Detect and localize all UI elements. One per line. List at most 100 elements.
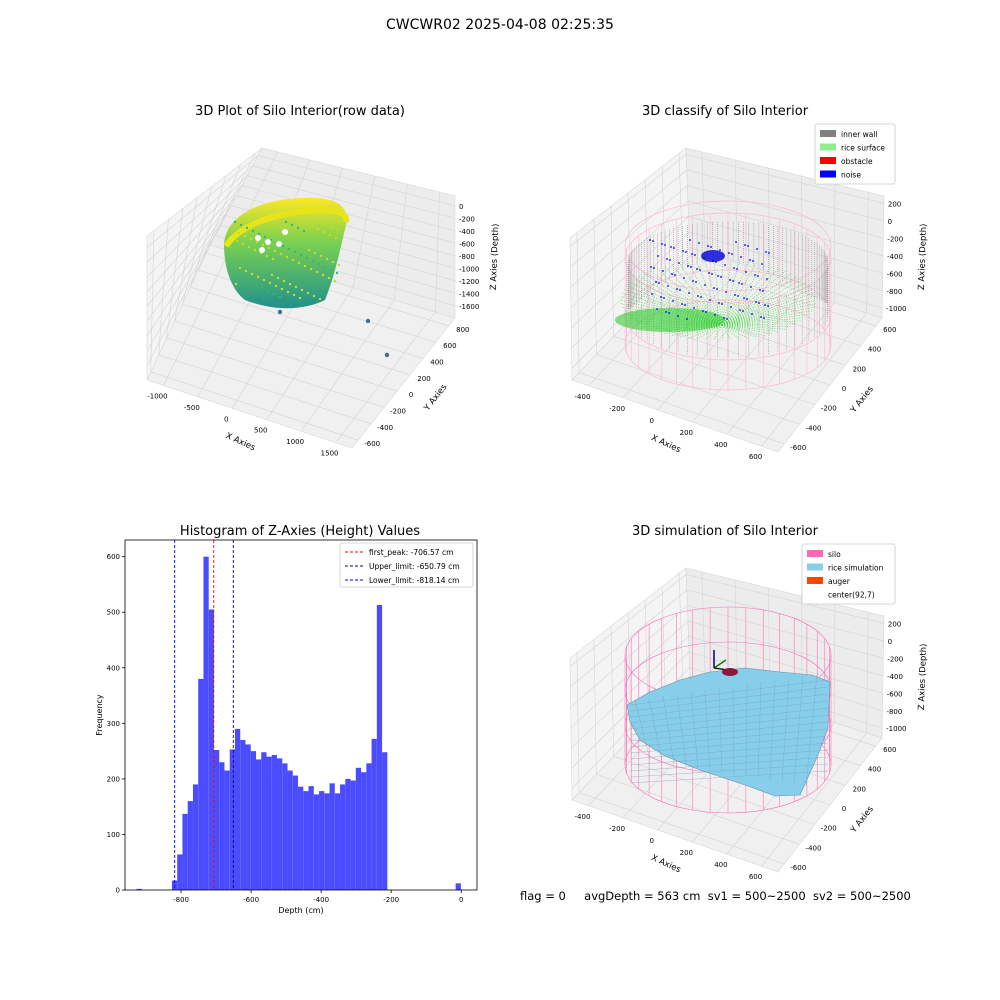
z-gridline-left (146, 235, 216, 366)
noise-point (738, 282, 740, 284)
raw-hole (255, 235, 261, 241)
y-gridline-wall (593, 639, 597, 775)
legend-entry: Lower_limit: -818.14 cm (369, 576, 459, 585)
plot-frame (124, 539, 478, 891)
histogram-bar (382, 752, 388, 890)
noise-point (717, 275, 719, 277)
x-tick-label: -400 (313, 896, 329, 904)
raw-point (290, 223, 294, 227)
y-gridline-wall (198, 164, 241, 271)
noise-point (742, 310, 744, 312)
noise-point (752, 260, 754, 262)
noise-point (763, 317, 765, 319)
z-gridline (686, 574, 884, 624)
raw-point (333, 279, 337, 283)
raw-point (313, 251, 317, 255)
raw-point (324, 222, 328, 226)
raw-point (291, 258, 295, 262)
noise-point (678, 262, 680, 264)
z-axis-label: Z Axies (Depth) (917, 223, 929, 290)
raw-point (260, 286, 264, 290)
x-tick-label: -500 (184, 404, 200, 412)
x-gridline-wall (435, 192, 440, 313)
z-tick-label: -200 (459, 215, 475, 223)
mesh-line (629, 707, 829, 730)
x-gridline (163, 250, 230, 386)
raw-point (336, 228, 340, 232)
panel3-title: Histogram of Z-Axies (Height) Values (179, 524, 421, 539)
noise-point (732, 280, 734, 282)
y-gridline-wall (610, 626, 614, 757)
y-gridline (613, 755, 815, 825)
noise-point (720, 276, 722, 278)
noise-point (658, 282, 660, 284)
raw-point (243, 234, 247, 238)
histogram-legend: first_peak: -706.57 cm Upper_limit: -650.… (339, 542, 474, 588)
noise-point (673, 247, 675, 249)
y-axis-label: Y Axies (848, 804, 876, 836)
x-axis-label: X Axies (650, 853, 683, 876)
z-tick-label: 0 (888, 218, 892, 226)
y-gridline-wall (610, 206, 614, 337)
mesh-line (629, 770, 829, 784)
axes-box: -1000 -500 0 500 1000 1500 -600 -400 -200 0 200 400… (146, 147, 500, 458)
histogram-bar (250, 751, 256, 890)
z-gridline (252, 165, 456, 219)
x-tick-label: 1000 (286, 438, 304, 446)
raw-point (248, 280, 252, 284)
z-gridline-left (569, 574, 687, 667)
noise-point (656, 308, 658, 310)
noise-point (760, 316, 762, 318)
z-gridline (257, 155, 456, 207)
y-tick-label: 200 (417, 375, 430, 383)
x-tick-label: -400 (575, 393, 591, 401)
noise-point (761, 263, 763, 265)
raw-point (296, 226, 300, 230)
x-tick-label: -600 (243, 896, 259, 904)
raw-point (293, 250, 297, 254)
x-tick-label: 200 (680, 429, 693, 437)
y-tick-label: 100 (107, 831, 120, 839)
z-axis-label: Z Axies (Depth) (917, 643, 929, 710)
rice-surface-ray (721, 303, 816, 326)
z-gridline (689, 231, 883, 292)
noise-point (759, 289, 761, 291)
raw-point (315, 270, 319, 274)
histogram-bar (324, 793, 330, 890)
y-gridline-wall (678, 573, 684, 684)
z-tick-label: 200 (888, 620, 901, 628)
rice-surface-ray (721, 324, 772, 335)
noise-point (721, 303, 723, 305)
raw-point (265, 254, 269, 258)
noise-point (743, 297, 745, 299)
z-gridline (686, 169, 884, 222)
z-tick-label: -200 (887, 235, 903, 243)
z-tick-label: -800 (886, 288, 902, 296)
mesh-line (629, 693, 829, 718)
y-axis-label: Frequency (95, 694, 104, 736)
raw-point (335, 271, 339, 275)
raw-point (284, 220, 288, 224)
noise-point (707, 245, 709, 247)
histogram-bar (208, 609, 214, 890)
outlier-point (277, 309, 283, 315)
legend-entry: center(92,7) (828, 591, 875, 600)
raw-point (287, 247, 291, 251)
noise-point (747, 245, 749, 247)
z-tick-label: 0 (888, 638, 892, 646)
y-tick-label: -200 (821, 405, 837, 413)
histogram-bar (234, 728, 241, 890)
rice-surface-ray (721, 288, 813, 326)
noise-point (682, 250, 684, 252)
raw-point (331, 260, 335, 264)
raw-point (273, 249, 277, 253)
panel2-title: 3D classify of Silo Interior (641, 104, 809, 119)
z-gridline (688, 216, 883, 274)
y-tick-label: -600 (790, 444, 806, 452)
avg-depth-text: avgDepth = 563 cm (584, 889, 701, 903)
rice-surface-ray (687, 261, 723, 326)
z-gridline-left (571, 247, 690, 369)
histogram-bar (177, 854, 183, 890)
z-gridline (687, 200, 884, 257)
legend-frame (801, 543, 896, 605)
